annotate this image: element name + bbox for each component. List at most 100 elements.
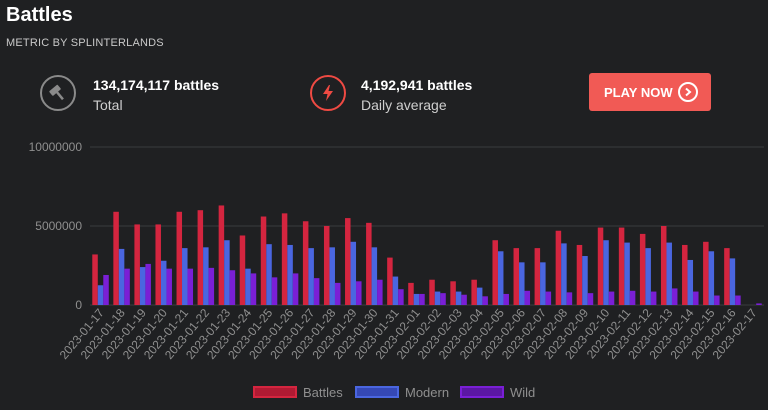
bar-battles[interactable]	[555, 230, 562, 305]
legend-item-wild[interactable]: Wild	[460, 384, 535, 400]
bar-modern[interactable]	[729, 258, 736, 305]
bar-modern[interactable]	[371, 247, 378, 305]
bar-wild[interactable]	[524, 290, 531, 305]
bar-battles[interactable]	[323, 226, 330, 305]
bar-wild[interactable]	[271, 277, 278, 305]
bar-battles[interactable]	[639, 233, 646, 305]
bar-battles[interactable]	[513, 248, 520, 305]
bar-modern[interactable]	[392, 276, 399, 305]
play-now-button[interactable]: PLAY NOW	[589, 73, 711, 111]
bar-modern[interactable]	[266, 244, 272, 305]
bar-modern[interactable]	[708, 251, 715, 305]
bar-wild[interactable]	[377, 279, 383, 305]
bar-battles[interactable]	[682, 244, 688, 305]
bar-modern[interactable]	[182, 248, 188, 305]
bar-battles[interactable]	[92, 254, 98, 305]
bar-modern[interactable]	[603, 240, 609, 305]
bar-modern[interactable]	[497, 251, 504, 305]
bar-wild[interactable]	[124, 268, 130, 305]
bar-battles[interactable]	[429, 279, 435, 305]
bar-modern[interactable]	[413, 293, 420, 305]
bar-wild[interactable]	[756, 303, 762, 305]
bar-wild[interactable]	[229, 270, 236, 305]
bar-wild[interactable]	[503, 293, 509, 305]
bar-wild[interactable]	[145, 263, 151, 305]
bar-battles[interactable]	[618, 227, 625, 305]
bar-wild[interactable]	[566, 292, 573, 305]
bar-battles[interactable]	[302, 221, 309, 305]
bar-wild[interactable]	[292, 273, 299, 305]
bar-battles[interactable]	[366, 222, 372, 305]
legend-item-battles[interactable]: Battles	[253, 384, 343, 400]
bar-battles[interactable]	[239, 235, 246, 305]
bar-modern[interactable]	[97, 285, 104, 305]
bar-modern[interactable]	[245, 268, 251, 305]
bar-wild[interactable]	[587, 293, 594, 305]
bar-modern[interactable]	[455, 291, 462, 305]
bar-modern[interactable]	[203, 247, 209, 305]
bar-wild[interactable]	[461, 294, 467, 305]
legend-item-modern[interactable]: Modern	[355, 384, 449, 400]
bar-battles[interactable]	[492, 240, 498, 305]
bar-wild[interactable]	[629, 290, 636, 305]
bar-modern[interactable]	[624, 242, 630, 305]
bar-modern[interactable]	[434, 291, 441, 305]
bar-battles[interactable]	[387, 257, 393, 305]
bar-battles[interactable]	[471, 279, 477, 305]
bar-battles[interactable]	[450, 281, 456, 305]
bar-wild[interactable]	[103, 274, 109, 305]
bar-modern[interactable]	[224, 240, 230, 305]
bar-wild[interactable]	[714, 295, 720, 305]
bar-modern[interactable]	[118, 248, 125, 305]
bar-wild[interactable]	[419, 293, 425, 305]
bar-wild[interactable]	[671, 288, 678, 305]
bar-wild[interactable]	[313, 278, 320, 305]
bar-modern[interactable]	[476, 287, 483, 305]
bar-modern[interactable]	[139, 267, 146, 305]
bar-wild[interactable]	[608, 291, 615, 305]
bar-battles[interactable]	[345, 218, 351, 305]
bar-battles[interactable]	[724, 248, 730, 305]
bar-modern[interactable]	[540, 262, 546, 305]
bar-wild[interactable]	[398, 289, 404, 305]
bar-modern[interactable]	[687, 259, 694, 305]
bar-modern[interactable]	[308, 248, 314, 305]
bar-battles[interactable]	[197, 210, 204, 305]
bar-modern[interactable]	[582, 256, 588, 305]
bar-modern[interactable]	[519, 262, 525, 305]
bar-wild[interactable]	[187, 268, 194, 305]
bar-battles[interactable]	[218, 205, 225, 305]
bar-wild[interactable]	[440, 293, 446, 305]
bar-wild[interactable]	[650, 291, 657, 305]
bar-battles[interactable]	[281, 213, 288, 305]
bar-modern[interactable]	[561, 243, 567, 305]
bar-battles[interactable]	[660, 226, 667, 305]
bar-battles[interactable]	[576, 244, 583, 305]
bar-wild[interactable]	[334, 282, 341, 305]
bar-battles[interactable]	[260, 216, 267, 305]
bar-battles[interactable]	[155, 224, 161, 305]
bar-battles[interactable]	[534, 248, 541, 305]
bar-modern[interactable]	[666, 242, 672, 305]
total-battles-label: Total	[93, 97, 123, 113]
bar-wild[interactable]	[208, 267, 215, 305]
bar-battles[interactable]	[134, 224, 140, 305]
bar-battles[interactable]	[703, 241, 709, 305]
bar-modern[interactable]	[350, 241, 357, 305]
bar-wild[interactable]	[482, 296, 488, 305]
bar-modern[interactable]	[329, 247, 335, 305]
bar-wild[interactable]	[250, 273, 257, 305]
bar-battles[interactable]	[176, 211, 183, 305]
bar-wild[interactable]	[356, 281, 362, 305]
bar-wild[interactable]	[693, 291, 699, 305]
bar-wild[interactable]	[735, 295, 741, 305]
bar-wild[interactable]	[545, 291, 552, 305]
bar-modern[interactable]	[645, 248, 651, 305]
bar-modern[interactable]	[287, 244, 293, 305]
bar-modern[interactable]	[160, 260, 167, 305]
bar-battles[interactable]	[113, 211, 119, 305]
y-tick-label: 5000000	[35, 219, 82, 233]
bar-battles[interactable]	[408, 282, 414, 305]
bar-wild[interactable]	[166, 268, 172, 305]
bar-battles[interactable]	[597, 227, 604, 305]
